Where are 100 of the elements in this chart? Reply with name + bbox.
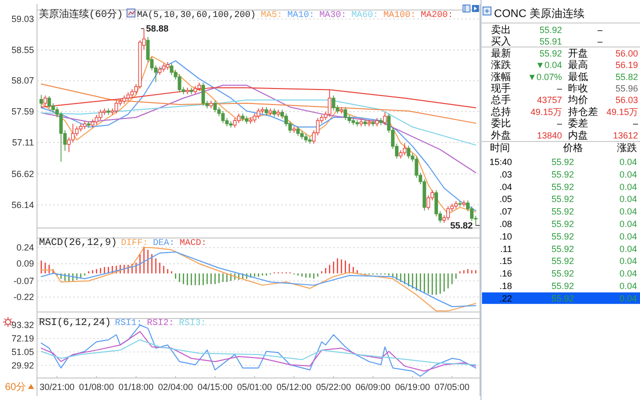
text: 0.04	[619, 293, 637, 304]
text: 55.92	[551, 268, 574, 279]
text: 买入	[491, 36, 511, 48]
series-label: DIFF:	[121, 238, 148, 248]
y-tick-label: 57.59	[11, 106, 34, 117]
text: 0.04	[619, 169, 637, 180]
series-label: DEA:	[153, 238, 175, 248]
text: 0.04	[619, 219, 637, 229]
text: 0.04	[619, 182, 637, 192]
text: MACD:	[180, 238, 207, 248]
text: 涨跌	[491, 59, 511, 72]
series-label: RSI1:	[115, 318, 142, 328]
text: 55.92	[539, 48, 562, 58]
text: 55.92	[551, 194, 574, 204]
text: 现手	[491, 82, 511, 94]
text: 13612	[612, 130, 638, 140]
text: .18	[499, 281, 512, 291]
y-tick-label: 72.19	[11, 333, 34, 344]
y-tick-label: -0.07	[13, 276, 34, 286]
text: .07	[499, 206, 512, 217]
text: 外盘	[491, 129, 511, 142]
y-tick-label: 56.62	[11, 168, 34, 179]
text: 昨收	[568, 82, 588, 94]
text: 涨幅	[491, 70, 511, 83]
x-tick-label: 02/04:00	[158, 382, 194, 392]
text: 60分	[5, 381, 26, 393]
text: .08	[499, 219, 512, 229]
text: 0.04	[619, 206, 637, 217]
x-tick-label: 01/08:00	[79, 382, 114, 392]
text: 55.92	[551, 231, 574, 242]
text: .11	[500, 244, 512, 254]
text: 均价	[567, 94, 588, 106]
text: 委差	[568, 118, 588, 130]
text: 55.92	[551, 244, 574, 254]
text: .22	[499, 293, 512, 304]
text: 0.04	[619, 157, 637, 167]
text: 0.04	[619, 231, 637, 242]
y-tick-label: 51.05	[11, 346, 34, 357]
text: MA10:	[287, 10, 314, 20]
chart-title: RSI(6,12,24)	[39, 317, 112, 329]
y-tick-label: 58.07	[11, 76, 34, 86]
text: 56.00	[615, 48, 638, 58]
text: 55.82	[615, 72, 638, 82]
text: MA60:	[351, 10, 378, 20]
y-tick-label: -0.22	[13, 292, 34, 302]
series-label: RSI2:	[147, 318, 174, 328]
text: 开盘	[568, 47, 588, 60]
x-tick-label: 06/19:00	[395, 382, 430, 392]
text: 价格	[562, 142, 583, 154]
text: –	[556, 118, 562, 129]
x-tick-label: 06/09:00	[356, 382, 391, 392]
x-tick-label: 07/05:00	[434, 382, 470, 392]
y-tick-label: 59.03	[11, 14, 34, 24]
y-tick-label: 56.14	[11, 200, 34, 210]
text: 55.92	[551, 182, 574, 192]
text: 0.04	[619, 244, 637, 254]
chart-title: MACD(26,12,9)	[39, 237, 118, 249]
x-tick-label: 05/01:00	[237, 382, 272, 392]
text: .10	[499, 231, 512, 242]
text: 0.04	[619, 256, 637, 266]
text: 涨跌	[617, 142, 637, 154]
text: 最低	[568, 72, 588, 83]
text: –	[556, 84, 562, 94]
text: .03	[499, 169, 512, 180]
text: 15:40	[489, 157, 512, 167]
y-tick-label: 58.55	[11, 44, 34, 55]
text: –	[597, 25, 603, 35]
text: 55.92	[551, 293, 574, 304]
text: –	[632, 118, 638, 129]
text: MA5:	[260, 10, 282, 20]
text: 持仓差	[568, 106, 598, 118]
y-tick-label: 29.92	[11, 360, 34, 370]
text: 卖出	[491, 24, 511, 36]
text: MA100:	[383, 10, 416, 20]
text: 56.03	[615, 95, 638, 106]
text: 55.92	[551, 219, 574, 229]
annotation: 55.82	[450, 220, 473, 230]
text: .16	[499, 268, 512, 279]
text: 0.04	[619, 281, 637, 291]
text: 49.15万	[606, 106, 638, 117]
legend-title: MA(5,10,30,60,100,200)	[137, 10, 256, 20]
y-tick-label: 0.09	[16, 258, 34, 269]
text: 委比	[491, 118, 511, 130]
text: 最新	[491, 47, 511, 60]
text: 13840	[536, 130, 562, 140]
text: RSI3:	[179, 318, 206, 328]
text: 55.92	[551, 206, 574, 217]
text: MA30:	[319, 10, 346, 20]
text: 内盘	[568, 129, 588, 142]
y-tick-label: 93.32	[11, 320, 34, 330]
text: –	[597, 36, 603, 47]
text: 55.92	[551, 157, 574, 167]
text: 0.04	[619, 194, 637, 204]
text: 49.15万	[530, 106, 562, 117]
annotation: 58.88	[146, 24, 168, 34]
text: MA200:	[420, 10, 454, 20]
y-tick-label: 0.24	[16, 242, 34, 253]
x-tick-label: 05/22:00	[316, 382, 352, 392]
x-tick-label: 30/21:00	[40, 382, 75, 392]
text: 时间	[490, 142, 510, 154]
